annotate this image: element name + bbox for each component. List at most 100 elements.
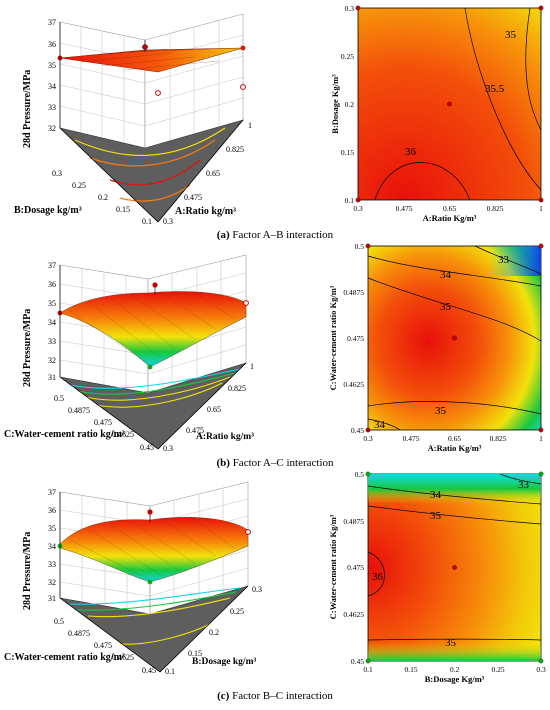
z-tick: 35 bbox=[48, 524, 56, 533]
x-tick: 0.25 bbox=[230, 607, 244, 616]
x-tick: 0.65 bbox=[207, 405, 221, 414]
surface-plot-a: 37 36 35 34 33 32 1 0.825 0.65 0.475 0.3… bbox=[14, 13, 252, 226]
z-tick: 32 bbox=[48, 578, 56, 587]
z-tick: 34 bbox=[48, 82, 56, 91]
x-tick: 0.3 bbox=[252, 585, 262, 594]
z-tick: 36 bbox=[48, 40, 56, 49]
caption-a: (a) Factor A–B interaction bbox=[216, 229, 334, 241]
y-tick: 0.3 bbox=[52, 169, 62, 178]
y-axis-label: B:Dosage Kg/m³ bbox=[330, 74, 340, 134]
y-tick: 0.45 bbox=[351, 426, 364, 435]
y-tick: 0.4625 bbox=[343, 380, 364, 389]
y-tick: 0.45 bbox=[140, 443, 154, 452]
x-tick: 0.25 bbox=[491, 665, 504, 674]
y-tick: 0.475 bbox=[94, 641, 112, 650]
z-tick: 37 bbox=[48, 488, 56, 497]
y-tick: 0.15 bbox=[341, 148, 354, 157]
y-tick: 0.3 bbox=[345, 4, 355, 13]
y-axis-label: C:Water-cement ratio kg/m³ bbox=[4, 429, 125, 440]
x-tick: 0.3 bbox=[163, 217, 173, 226]
y-tick: 0.4625 bbox=[112, 430, 134, 439]
x-axis-label: B:Dosage kg/m³ bbox=[192, 657, 256, 667]
contour-label: 35.5 bbox=[485, 83, 505, 95]
z-tick: 35 bbox=[48, 61, 56, 70]
z-tick: 35 bbox=[48, 299, 56, 308]
x-tick: 0.475 bbox=[403, 434, 420, 443]
y-tick: 0.5 bbox=[355, 470, 365, 479]
z-tick: 32 bbox=[48, 356, 56, 365]
z-tick: 32 bbox=[48, 124, 56, 133]
y-tick: 0.25 bbox=[341, 52, 354, 61]
z-tick: 33 bbox=[48, 337, 56, 346]
caption-b: (b) Factor A–C interaction bbox=[216, 457, 334, 469]
y-tick: 0.45 bbox=[142, 666, 156, 675]
contour-label: 34 bbox=[430, 489, 442, 501]
y-tick: 0.5 bbox=[54, 394, 64, 403]
x-tick: 0.65 bbox=[448, 434, 461, 443]
x-tick: 0.3 bbox=[353, 204, 363, 213]
z-tick: 31 bbox=[48, 594, 56, 603]
y-tick: 0.475 bbox=[94, 418, 112, 427]
contour-label: 35 bbox=[435, 405, 447, 417]
y-tick: 0.4875 bbox=[68, 406, 90, 415]
caption-c: (c) Factor B–C interaction bbox=[217, 690, 333, 702]
y-tick: 0.2 bbox=[98, 193, 108, 202]
z-axis-label: 28d Pressure/MPa bbox=[22, 532, 33, 610]
z-tick: 36 bbox=[48, 506, 56, 515]
x-tick: 0.1 bbox=[363, 665, 373, 674]
x-tick: 0.475 bbox=[184, 193, 202, 202]
z-tick: 34 bbox=[48, 542, 56, 551]
x-tick: 0.475 bbox=[186, 426, 204, 435]
y-tick: 0.475 bbox=[347, 334, 364, 343]
contour-label: 33 bbox=[518, 479, 530, 491]
x-tick: 1 bbox=[539, 204, 543, 213]
y-tick: 0.475 bbox=[347, 563, 364, 572]
x-axis-label: A:Ratio Kg/m³ bbox=[428, 443, 482, 453]
contour-label: 35 bbox=[440, 301, 452, 313]
z-tick: 31 bbox=[48, 373, 56, 382]
x-tick: 0.15 bbox=[188, 649, 202, 658]
x-tick: 0.65 bbox=[443, 204, 456, 213]
y-tick: 0.25 bbox=[72, 181, 86, 190]
contour-label: 33 bbox=[498, 254, 510, 266]
x-tick: 0.825 bbox=[490, 434, 507, 443]
x-tick: 0.2 bbox=[450, 665, 460, 674]
x-tick: 0.825 bbox=[487, 204, 504, 213]
contour-plot-a: 35 35.5 36 0.3 0.475 0.65 0.825 1 0.1 0.… bbox=[330, 4, 544, 223]
contour-label: 35 bbox=[430, 510, 442, 522]
x-axis-label: A:Ratio Kg/m³ bbox=[423, 213, 477, 223]
x-axis-label: A:Ratio kg/m³ bbox=[175, 206, 236, 217]
x-tick: 0.3 bbox=[536, 665, 546, 674]
y-axis-label: C:Water-cement ratio kg/m³ bbox=[4, 652, 125, 663]
x-tick: 1 bbox=[539, 434, 543, 443]
y-tick: 0.1 bbox=[345, 196, 355, 205]
z-tick: 37 bbox=[48, 261, 56, 270]
y-axis-label: B:Dosage kg/m³ bbox=[14, 205, 82, 216]
y-axis-label: C:Water-cement ratio Kg/m³ bbox=[328, 514, 338, 619]
contour-label: 35 bbox=[445, 637, 457, 649]
surface-plot-c: 37 36 35 34 33 32 31 0.3 0.25 0.2 0.15 0… bbox=[4, 481, 262, 676]
y-tick: 0.4875 bbox=[68, 629, 90, 638]
z-axis-label: 28d Pressure/MPa bbox=[22, 309, 33, 387]
y-tick: 0.1 bbox=[142, 217, 152, 226]
z-tick: 36 bbox=[48, 280, 56, 289]
y-tick: 0.45 bbox=[351, 657, 364, 666]
x-tick: 0.3 bbox=[163, 444, 173, 453]
x-tick: 0.3 bbox=[363, 434, 373, 443]
response-surface bbox=[59, 291, 247, 368]
x-tick: 1 bbox=[250, 362, 254, 371]
y-tick: 0.5 bbox=[54, 617, 64, 626]
x-axis-label: A:Ratio kg/m³ bbox=[196, 432, 254, 442]
x-tick: 0.825 bbox=[228, 384, 246, 393]
contour-plot-c: 33 34 35 36 35 0.1 0.15 0.2 0.25 0.3 0.4… bbox=[328, 470, 546, 684]
y-tick: 0.5 bbox=[355, 242, 365, 251]
y-tick: 0.4875 bbox=[343, 288, 364, 297]
contour-label: 34 bbox=[374, 419, 386, 431]
x-tick: 0.475 bbox=[396, 204, 413, 213]
surface-plot-b: 37 36 35 34 33 32 31 1 0.825 0.65 0.475 … bbox=[4, 254, 254, 453]
x-axis-label: B:Dosage Kg/m³ bbox=[425, 674, 485, 684]
contour-label: 35 bbox=[505, 29, 517, 41]
y-tick: 0.4875 bbox=[343, 517, 364, 526]
x-tick: 0.65 bbox=[206, 169, 220, 178]
x-tick: 1 bbox=[248, 121, 252, 130]
